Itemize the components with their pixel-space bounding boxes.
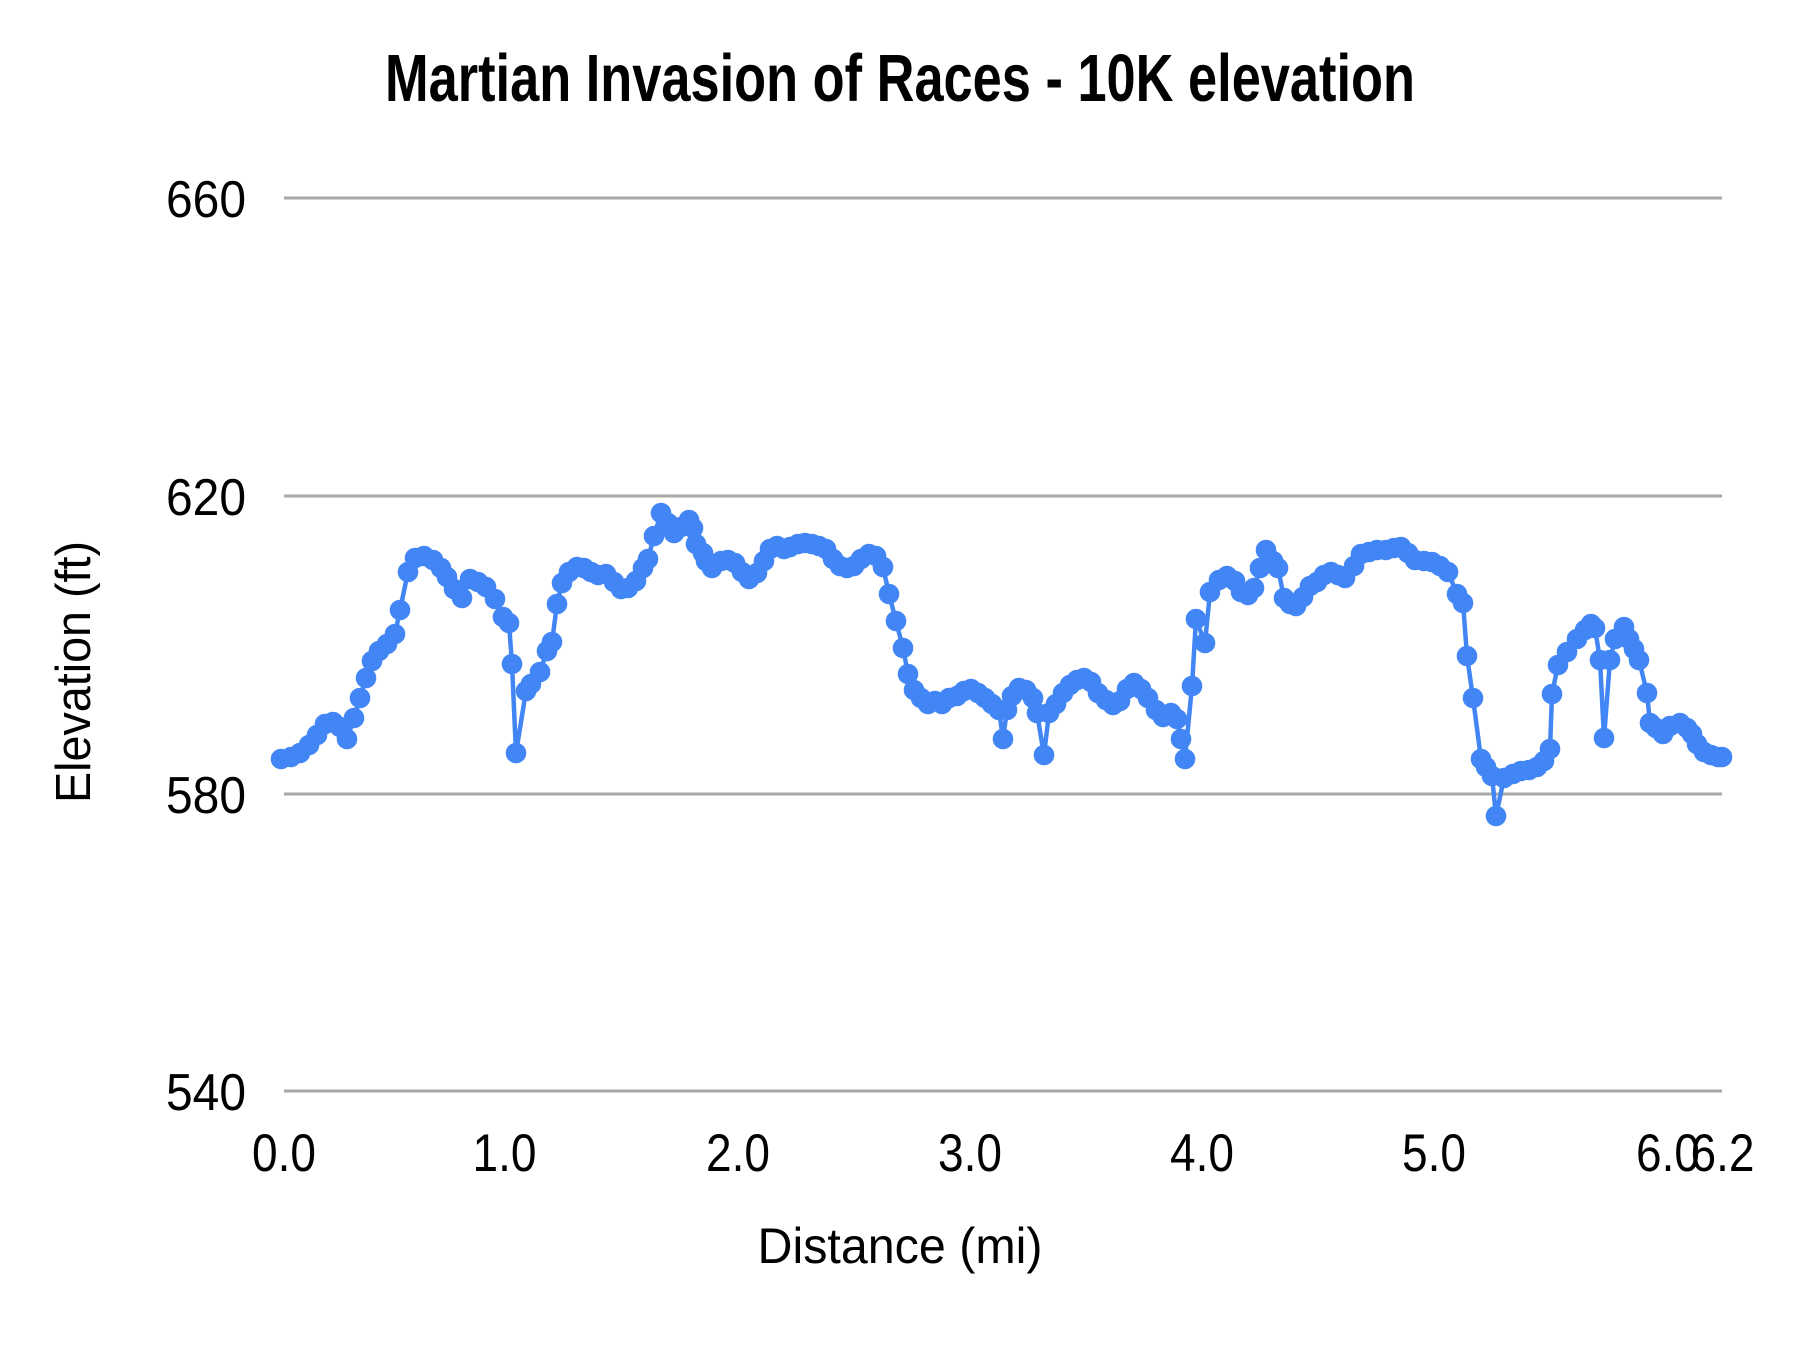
svg-text:6.2: 6.2 <box>1691 1124 1755 1183</box>
svg-text:6.0: 6.0 <box>1636 1124 1700 1183</box>
svg-text:0.0: 0.0 <box>252 1124 316 1183</box>
svg-text:1.0: 1.0 <box>473 1124 537 1183</box>
svg-text:620: 620 <box>166 469 246 527</box>
svg-text:Elevation (ft): Elevation (ft) <box>47 541 101 803</box>
svg-text:Martian Invasion of Races - 10: Martian Invasion of Races - 10K elevatio… <box>385 41 1415 116</box>
svg-text:580: 580 <box>166 767 246 825</box>
svg-text:540: 540 <box>166 1064 246 1122</box>
svg-text:2.0: 2.0 <box>706 1124 770 1183</box>
svg-text:3.0: 3.0 <box>938 1124 1002 1183</box>
svg-text:Distance (mi): Distance (mi) <box>758 1218 1043 1274</box>
svg-text:660: 660 <box>166 171 246 229</box>
svg-text:4.0: 4.0 <box>1170 1124 1234 1183</box>
svg-text:5.0: 5.0 <box>1402 1124 1466 1183</box>
